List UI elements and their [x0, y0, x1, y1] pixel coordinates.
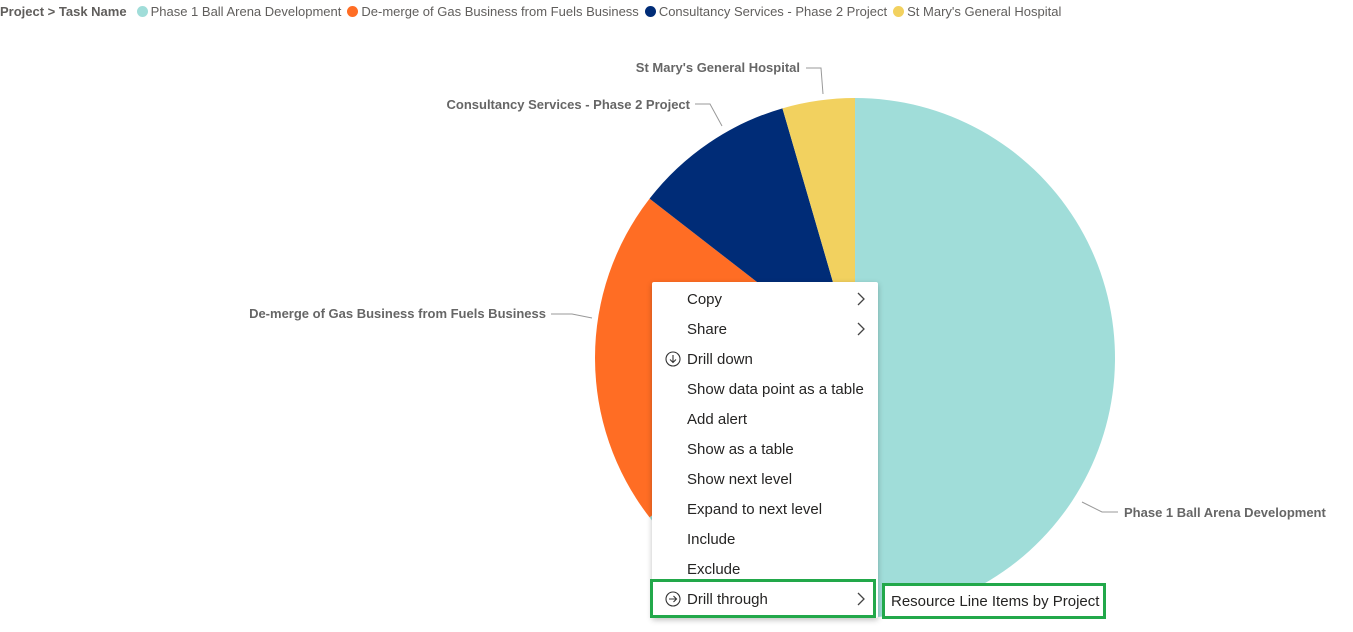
legend-item-label: Phase 1 Ball Arena Development: [150, 3, 342, 19]
menu-item-share[interactable]: Share: [652, 314, 878, 344]
menu-item-label: Show next level: [687, 470, 793, 488]
menu-item-label: Copy: [687, 290, 723, 308]
drill-through-submenu[interactable]: Resource Line Items by Project: [882, 583, 1106, 619]
menu-item-label: Expand to next level: [687, 500, 823, 518]
menu-item-show-data-point-as-table[interactable]: Show data point as a table: [652, 374, 878, 404]
menu-item-label: Add alert: [687, 410, 748, 428]
menu-item-label: Share: [687, 320, 728, 338]
leader-line: [551, 313, 593, 319]
menu-item-drill-down[interactable]: Drill down: [652, 344, 878, 374]
legend-item[interactable]: Consultancy Services - Phase 2 Project: [644, 3, 888, 19]
submenu-item-resource-line-items[interactable]: Resource Line Items by Project: [891, 592, 1100, 610]
menu-item-copy[interactable]: Copy: [652, 284, 878, 314]
slice-label: Phase 1 Ball Arena Development: [1124, 505, 1326, 520]
drill-through-highlight-box: [650, 579, 876, 618]
chevron-right-icon: [857, 592, 865, 606]
leader-line: [1081, 501, 1118, 513]
menu-item-label: Drill down: [687, 350, 753, 368]
slice-label: Consultancy Services - Phase 2 Project: [447, 97, 691, 112]
menu-item-exclude[interactable]: Exclude: [652, 554, 878, 584]
menu-item-drill-through[interactable]: Drill through: [652, 584, 878, 614]
legend-item-label: St Mary's General Hospital: [907, 3, 1062, 19]
legend-dot-icon: [893, 5, 905, 17]
arrow-down-circle-icon: [665, 351, 681, 367]
menu-item-label: Exclude: [687, 560, 741, 578]
chevron-right-icon: [857, 292, 865, 306]
menu-item-show-as-table[interactable]: Show as a table: [652, 434, 878, 464]
legend-dot-icon: [644, 5, 656, 17]
slice-label: St Mary's General Hospital: [636, 60, 800, 75]
menu-item-label: Drill through: [687, 590, 768, 608]
menu-item-expand-to-next-level[interactable]: Expand to next level: [652, 494, 878, 524]
chevron-right-icon: [857, 322, 865, 336]
menu-item-label: Show data point as a table: [687, 380, 864, 398]
legend-item-label: De-merge of Gas Business from Fuels Busi…: [361, 3, 639, 19]
legend-item[interactable]: Phase 1 Ball Arena Development: [136, 3, 342, 19]
leader-line: [806, 67, 824, 95]
menu-item-label: Show as a table: [687, 440, 794, 458]
arrow-right-circle-icon: [665, 591, 681, 607]
context-menu: Copy Share Drill down Show data point as…: [652, 282, 878, 618]
chart-legend: Project > Task Name Phase 1 Ball Arena D…: [0, 0, 1067, 22]
legend-dot-icon: [136, 5, 148, 17]
menu-item-label: Include: [687, 530, 736, 548]
legend-item[interactable]: St Mary's General Hospital: [893, 4, 1061, 19]
menu-item-add-alert[interactable]: Add alert: [652, 404, 878, 434]
legend-item-label: Consultancy Services - Phase 2 Project: [658, 3, 888, 19]
menu-item-show-next-level[interactable]: Show next level: [652, 464, 878, 494]
leader-line: [695, 103, 723, 127]
menu-item-include[interactable]: Include: [652, 524, 878, 554]
legend-dot-icon: [347, 5, 359, 17]
slice-label: De-merge of Gas Business from Fuels Busi…: [249, 306, 546, 321]
legend-item[interactable]: De-merge of Gas Business from Fuels Busi…: [347, 3, 639, 19]
legend-title: Project > Task Name: [0, 3, 127, 19]
